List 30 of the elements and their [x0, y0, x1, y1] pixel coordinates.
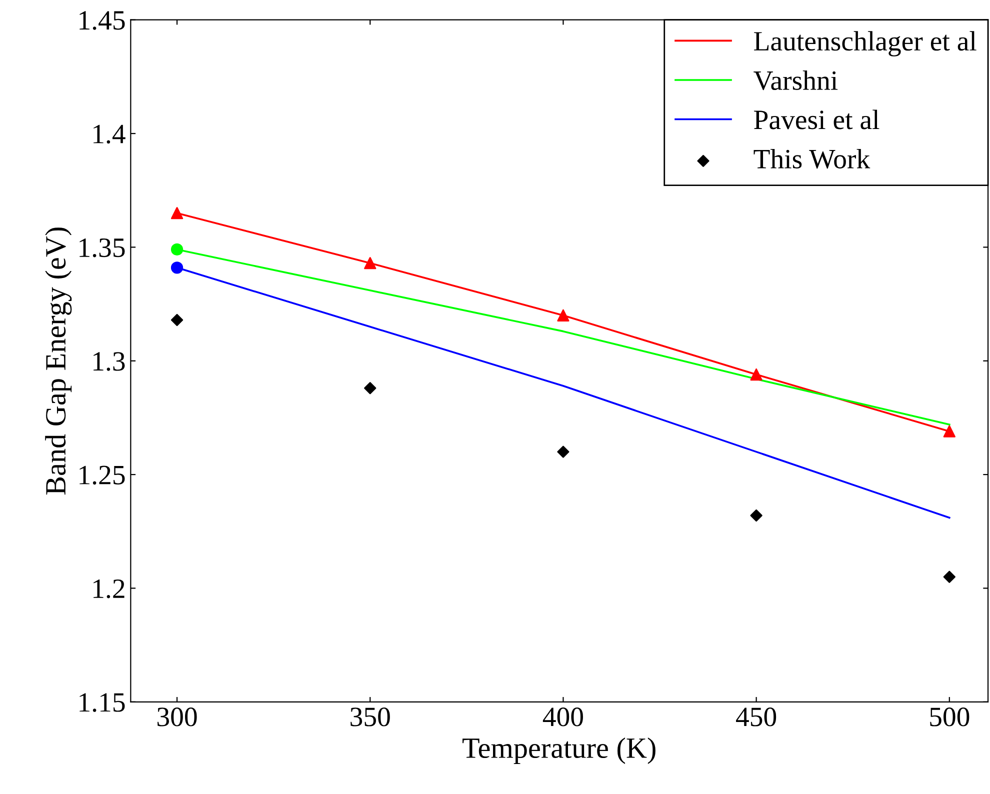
point [364, 382, 376, 394]
legend-label: Pavesi et al [754, 110, 880, 130]
y-axis-title: Band Gap Energy (eV) [45, 228, 72, 495]
point [943, 570, 956, 583]
x-axis-title: Temperature (K) [462, 738, 656, 764]
point [170, 314, 184, 326]
y-tick-label: 1.15 [80, 693, 125, 712]
legend-label: Varshni [754, 70, 838, 90]
point [557, 309, 570, 322]
point [170, 243, 184, 256]
point [170, 207, 184, 220]
x-tick-label: 300 [158, 708, 197, 726]
point [750, 509, 762, 522]
y-tick-label: 1.45 [80, 11, 125, 30]
point [364, 257, 376, 270]
point [750, 368, 762, 381]
legend-label: Lautenschlager et al [754, 31, 976, 56]
point [557, 446, 570, 458]
x-tick-label: 500 [930, 708, 970, 726]
x-tick-label: 400 [542, 708, 583, 726]
y-tick-label: 1.25 [80, 466, 125, 485]
y-tick-label: 1.2 [94, 579, 124, 598]
point [170, 262, 184, 274]
x-tick-label: 450 [736, 708, 776, 726]
x-tick-label: 350 [350, 708, 390, 726]
y-tick-label: 1.4 [94, 124, 126, 144]
y-tick-label: 1.35 [80, 238, 125, 258]
y-tick-label: 1.3 [94, 352, 125, 371]
point [943, 425, 956, 438]
legend-label: This Work [754, 148, 870, 169]
